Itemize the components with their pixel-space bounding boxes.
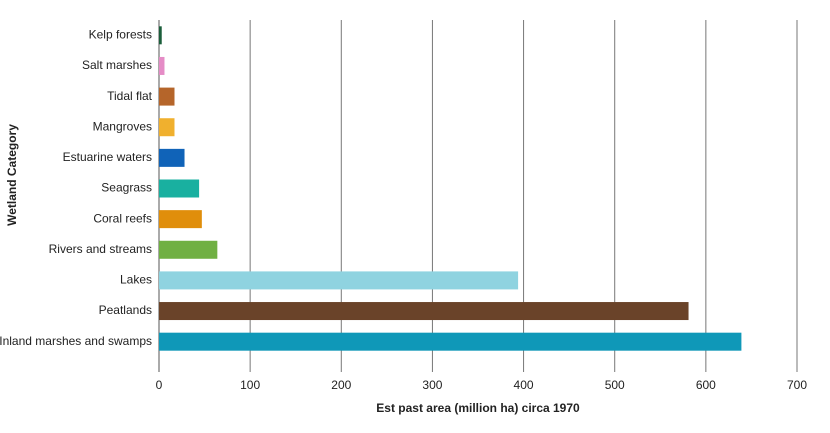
y-tick-label: Rivers and streams: [49, 242, 152, 256]
y-tick-label: Peatlands: [99, 303, 152, 317]
bar: [159, 87, 175, 106]
x-tick-label: 500: [605, 378, 625, 392]
x-tick-label: 300: [422, 378, 442, 392]
y-tick-label: Inland marshes and swamps: [0, 334, 152, 348]
x-tick-label: 400: [514, 378, 534, 392]
y-axis-title: Wetland Category: [5, 124, 19, 226]
y-tick-label: Estuarine waters: [63, 150, 152, 164]
y-tick-label: Salt marshes: [82, 58, 152, 72]
bar: [159, 148, 185, 167]
bar: [159, 210, 202, 229]
x-tick-label: 0: [156, 378, 163, 392]
x-tick-label: 700: [787, 378, 807, 392]
y-tick-label: Lakes: [120, 273, 152, 287]
y-tick-label: Coral reefs: [93, 211, 152, 225]
x-tick-label: 100: [240, 378, 260, 392]
bar: [159, 240, 218, 259]
bar: [159, 26, 162, 45]
y-tick-label: Mangroves: [93, 119, 152, 133]
x-tick-label: 600: [696, 378, 716, 392]
bar: [159, 179, 200, 198]
y-tick-label: Tidal flat: [107, 89, 153, 103]
x-axis-title: Est past area (million ha) circa 1970: [376, 401, 580, 415]
bar: [159, 118, 175, 137]
bar: [159, 271, 519, 290]
y-tick-label: Seagrass: [101, 181, 152, 195]
bar: [159, 302, 689, 321]
x-tick-label: 200: [331, 378, 351, 392]
y-tick-label: Kelp forests: [89, 27, 152, 41]
bar: [159, 56, 165, 75]
bar: [159, 332, 742, 351]
